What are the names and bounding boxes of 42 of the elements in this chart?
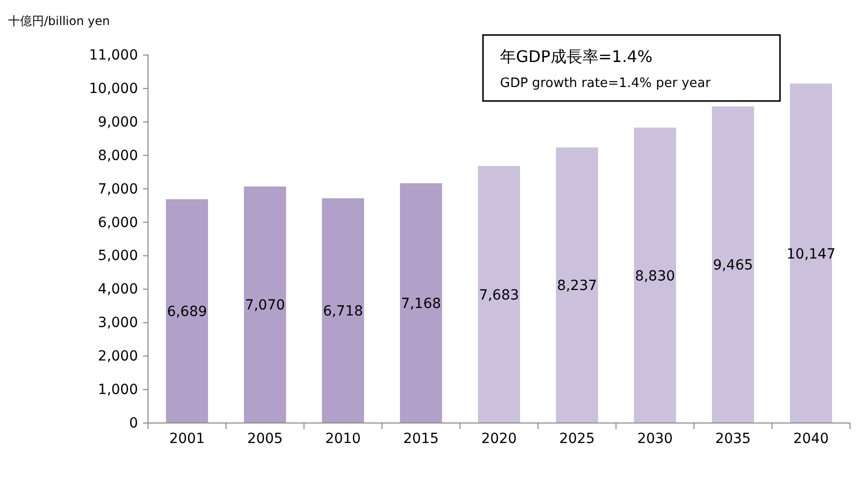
x-tick-label: 2001 [169,430,205,447]
data-label: 6,689 [166,304,208,320]
y-tick-label: 4,000 [98,282,138,298]
bar [322,198,364,423]
data-label: 7,070 [244,298,286,314]
y-tick-label: 10,000 [89,80,138,97]
x-tick-label: 2040 [793,430,829,447]
bar [634,128,676,423]
data-label: 7,683 [478,287,520,304]
bar [400,183,442,423]
y-tick-label: 5,000 [98,248,138,264]
y-tick-label: 0 [129,415,138,432]
annotation: 年GDP成長率=1.4% [500,47,652,66]
bar [166,199,208,423]
bar [244,186,286,423]
x-tick-label: 2015 [403,430,439,447]
y-tick-label: 1,000 [98,382,138,398]
x-tick-label: 2005 [247,430,283,447]
bar [556,147,598,423]
y-tick-label: 8,000 [98,148,138,164]
y-tick-label: 3,000 [98,315,138,332]
y-tick-label: 11,000 [89,47,138,64]
data-label: 9,465 [712,258,754,274]
y-axis-title: 十億円/billion yen [8,14,110,28]
x-tick-label: 2025 [559,430,595,447]
y-tick-label: 6,000 [98,214,138,231]
x-tick-label: 2010 [325,430,361,447]
data-label: 8,830 [634,268,676,284]
bar [478,166,520,423]
data-label: 6,718 [322,304,364,320]
data-label: 7,168 [400,296,442,312]
x-tick-label: 2035 [715,430,751,447]
x-tick-label: 2030 [637,430,673,447]
x-tick-label: 2020 [481,430,517,447]
annotation: GDP growth rate=1.4% per year [500,76,712,91]
data-label: 8,237 [556,278,598,294]
bar [790,84,832,423]
y-tick-label: 2,000 [98,348,138,365]
bar [712,106,754,423]
data-label: 10,147 [786,246,836,262]
y-tick-label: 7,000 [98,181,138,198]
y-tick-label: 9,000 [98,114,138,130]
